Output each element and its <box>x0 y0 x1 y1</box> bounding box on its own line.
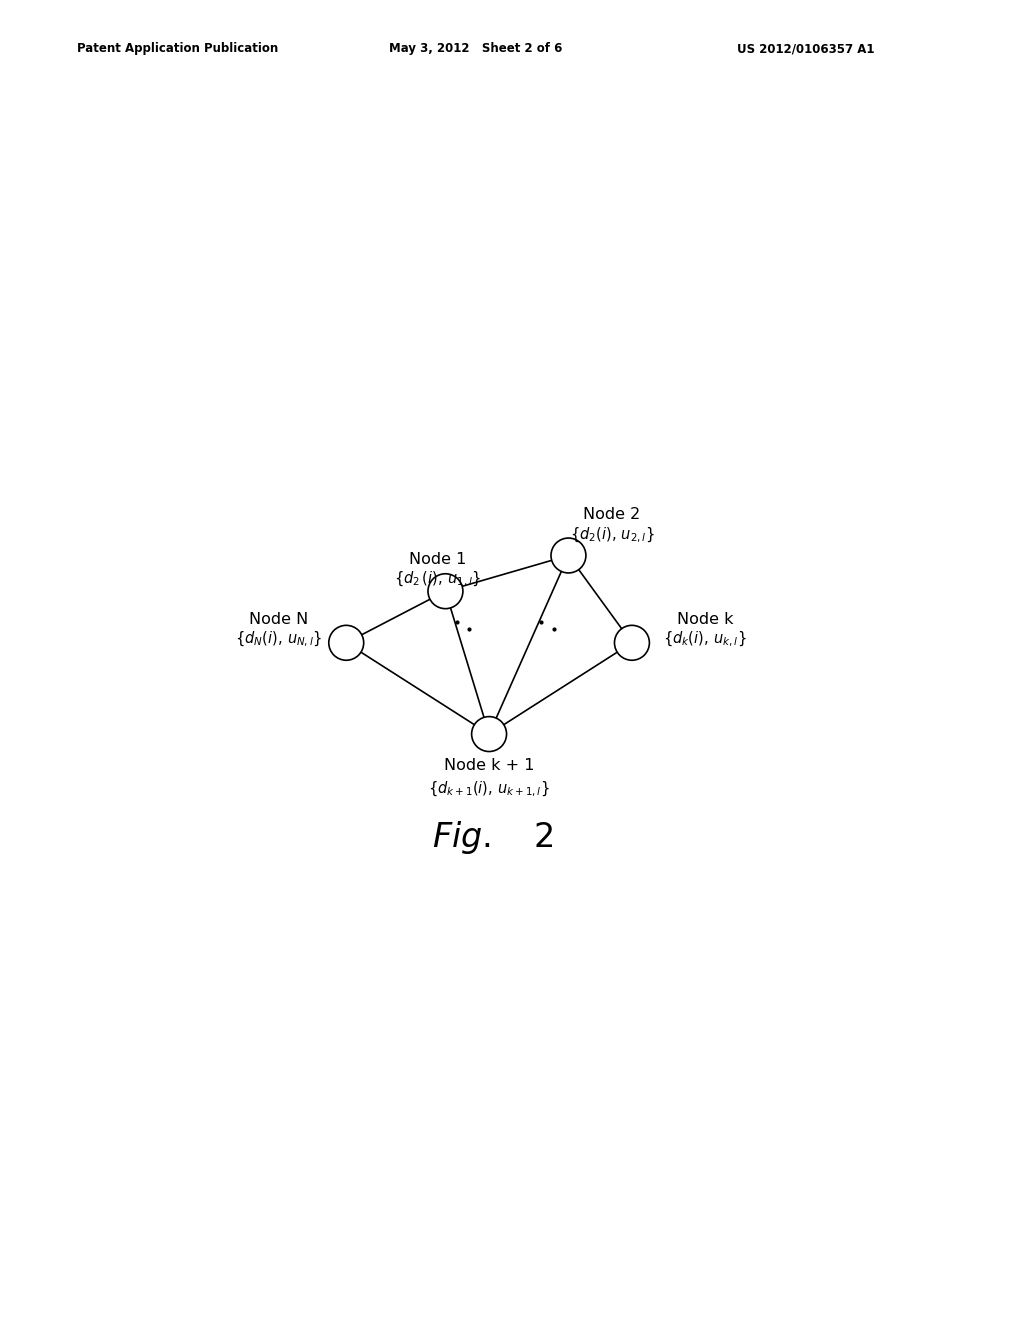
Text: $\{d_k(i),\,u_{k,l}\}$: $\{d_k(i),\,u_{k,l}\}$ <box>664 630 746 649</box>
Text: Patent Application Publication: Patent Application Publication <box>77 42 279 55</box>
Text: $\{d_2\,(i),\,u_{1,l}\}$: $\{d_2\,(i),\,u_{1,l}\}$ <box>394 570 481 589</box>
Text: $\{d_{k+1}(i),\,u_{k+1,l}\}$: $\{d_{k+1}(i),\,u_{k+1,l}\}$ <box>428 780 550 800</box>
Circle shape <box>472 717 507 751</box>
Text: Node N: Node N <box>249 612 308 627</box>
Text: $\{d_2(i),\,u_{2,l}\}$: $\{d_2(i),\,u_{2,l}\}$ <box>569 525 654 545</box>
Text: US 2012/0106357 A1: US 2012/0106357 A1 <box>737 42 874 55</box>
Circle shape <box>329 626 364 660</box>
Text: May 3, 2012   Sheet 2 of 6: May 3, 2012 Sheet 2 of 6 <box>389 42 562 55</box>
Circle shape <box>428 574 463 609</box>
Text: $\mathit{Fig.}$   $\mathit{2}$: $\mathit{Fig.}$ $\mathit{2}$ <box>432 818 554 855</box>
Text: Node 1: Node 1 <box>409 552 466 568</box>
Text: Node 2: Node 2 <box>584 507 641 523</box>
Circle shape <box>614 626 649 660</box>
Text: $\{d_N(i),\,u_{N,l}\}$: $\{d_N(i),\,u_{N,l}\}$ <box>236 630 323 649</box>
Text: Node k + 1: Node k + 1 <box>443 758 535 774</box>
Text: Node k: Node k <box>677 612 733 627</box>
Circle shape <box>551 539 586 573</box>
